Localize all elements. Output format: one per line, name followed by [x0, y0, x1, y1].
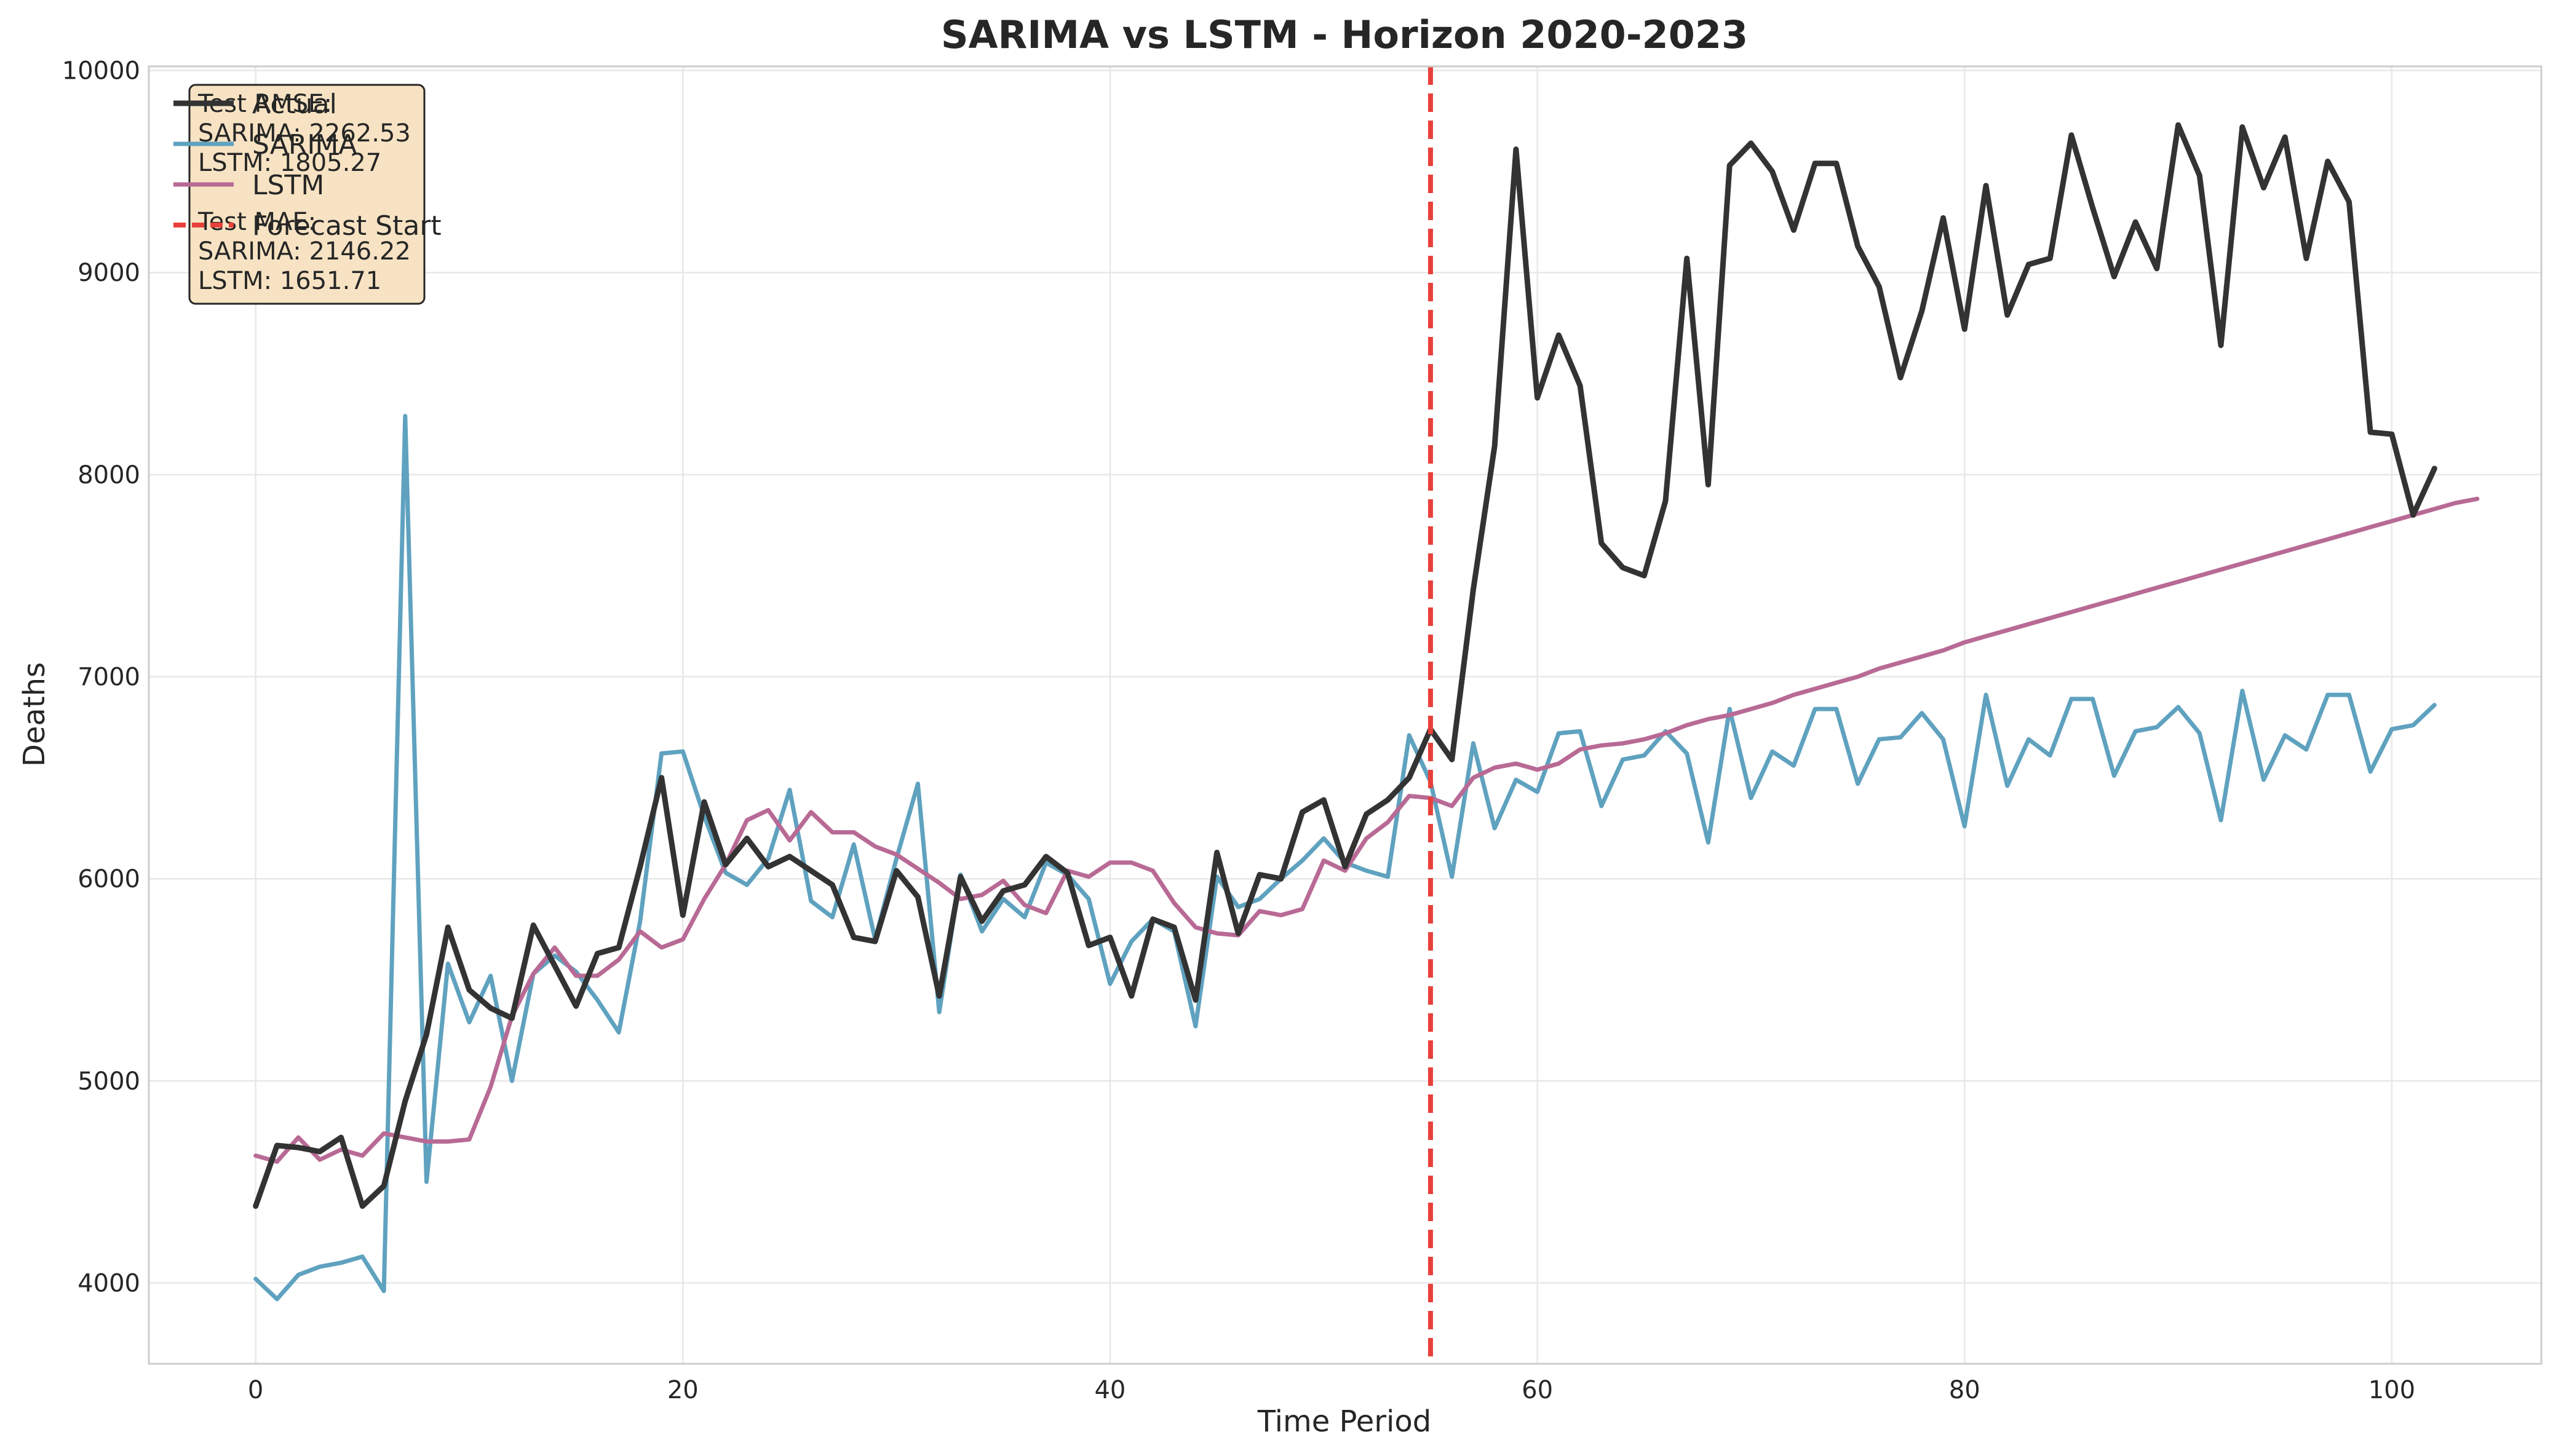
metrics-annotation-line: SARIMA: 2146.22	[198, 237, 411, 266]
x-axis-ticks: 0 20 40 60 80 100	[248, 1376, 2415, 1404]
metrics-annotation-line: LSTM: 1805.27	[198, 149, 381, 177]
plot-background	[149, 66, 2541, 1364]
legend-label-forecast-start: Forecast Start	[252, 210, 442, 242]
plot-area	[148, 65, 2543, 1365]
metrics-annotation-background	[188, 84, 426, 305]
y-tick-label: 10000	[62, 57, 140, 85]
y-tick-label: 6000	[77, 865, 140, 893]
series-line-actual	[253, 122, 2437, 1209]
y-axis-label: Deaths	[17, 662, 52, 767]
legend-label-lstm: LSTM	[252, 170, 324, 201]
legend-label-sarima: SARIMA	[252, 129, 357, 160]
legend: Actual SARIMA LSTM Forecast Start	[173, 89, 442, 242]
plot-frame	[148, 65, 2543, 1365]
y-tick-label: 8000	[77, 461, 140, 489]
x-axis-label: Time Period	[1257, 1404, 1431, 1439]
metrics-annotation-line: Test MAE:	[197, 208, 316, 236]
x-tick-label: 60	[1522, 1376, 1553, 1404]
grid	[149, 66, 2541, 1364]
y-tick-label: 5000	[77, 1067, 140, 1096]
x-tick-label: 80	[1949, 1376, 1980, 1404]
x-tick-label: 0	[248, 1376, 263, 1404]
series-layer	[253, 122, 2480, 1302]
x-tick-label: 20	[667, 1376, 699, 1404]
y-tick-label: 4000	[77, 1270, 140, 1298]
metrics-annotation-line: LSTM: 1651.71	[198, 267, 381, 295]
chart-title: SARIMA vs LSTM - Horizon 2020-2023	[941, 12, 1748, 57]
y-tick-label: 7000	[77, 663, 140, 692]
x-tick-label: 100	[2368, 1376, 2415, 1404]
series-line-lstm	[253, 496, 2480, 1164]
legend-label-actual: Actual	[252, 89, 337, 120]
y-tick-label: 9000	[77, 259, 140, 287]
x-tick-label: 40	[1094, 1376, 1126, 1404]
y-axis-ticks: 4000 5000 6000 7000 8000 9000 10000	[62, 57, 140, 1298]
